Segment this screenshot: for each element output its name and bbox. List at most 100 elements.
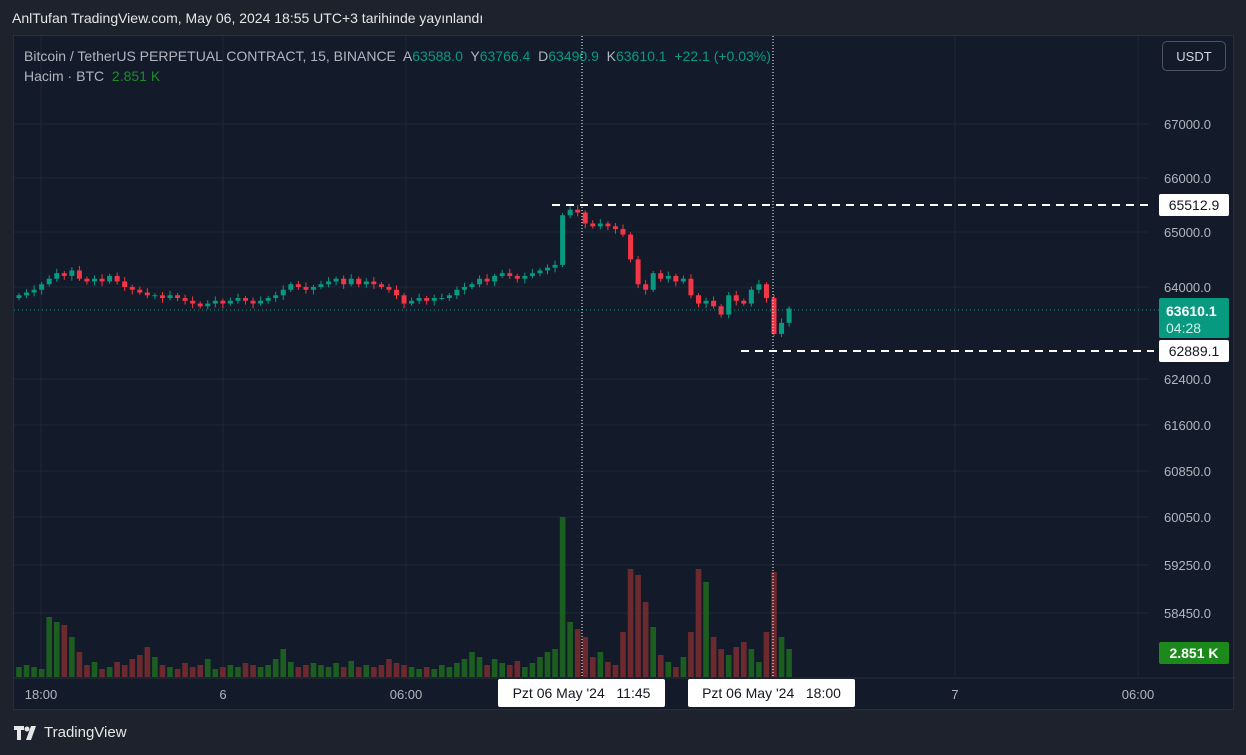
candle-body (61, 273, 67, 276)
candle-body (461, 287, 467, 290)
footer-brand: TradingView (44, 724, 127, 741)
time-tick-label: 18:00 (25, 687, 58, 702)
candle-body (575, 209, 581, 213)
candle-body (499, 273, 505, 276)
candle-body (718, 306, 724, 315)
volume-bar (23, 665, 30, 677)
candle-body (295, 284, 301, 287)
volume-bar (710, 637, 717, 677)
volume-bar (393, 663, 400, 677)
candle-body (431, 298, 437, 301)
candle-body (205, 303, 211, 307)
price-tick-label: 58450.0 (1164, 606, 1211, 621)
candle-body (137, 289, 143, 293)
volume-bar (189, 667, 196, 677)
volume-bar (552, 649, 558, 677)
candle-body (250, 300, 256, 304)
volume-bar (522, 667, 528, 677)
time-tick-label: 06:00 (1122, 687, 1155, 702)
volume-bar (333, 663, 339, 677)
volume-bar (454, 663, 460, 677)
last-volume-label: 2.851 K (1159, 642, 1229, 664)
candle-body (310, 287, 316, 290)
candle-body (522, 275, 528, 279)
candle-body (673, 275, 679, 282)
volume-bar (371, 667, 377, 677)
candle-body (76, 270, 82, 279)
volume-bar (597, 652, 604, 677)
volume-bar (16, 667, 22, 677)
price-tick-label: 64000.0 (1164, 280, 1211, 295)
candle-body (39, 284, 45, 290)
candle-body (771, 298, 777, 334)
volume-bar (673, 667, 679, 677)
candle-body (756, 284, 762, 290)
price-tick-label: 66000.0 (1164, 171, 1211, 186)
volume-bar (257, 667, 264, 677)
candle-body (620, 229, 626, 235)
last-price-label: 63610.104:28 (1159, 298, 1229, 338)
volume-bar (182, 663, 188, 677)
volume-bar (469, 652, 475, 677)
low-label: D (538, 48, 549, 64)
price-tick-label: 65000.0 (1164, 225, 1211, 240)
volume-bar (137, 655, 143, 677)
candle-body (175, 295, 181, 299)
volume-bar (439, 665, 445, 677)
volume-bar (303, 665, 309, 677)
volume-bar (499, 663, 505, 677)
candle-body (658, 273, 664, 279)
volume-bar (703, 582, 709, 677)
close-label: K (606, 48, 616, 64)
volume-bar (446, 667, 453, 677)
candle-body (763, 284, 769, 299)
candle-body (280, 289, 286, 296)
volume-bar (84, 665, 90, 677)
volume-bar (38, 669, 45, 677)
candle-body (696, 295, 701, 304)
volume-bar (605, 662, 611, 677)
chart-panel[interactable]: 67000.0 66000.0 65000.0 64000.0 62400.0 61600… (13, 35, 1235, 711)
volume-bar (748, 649, 755, 677)
volume-bar (514, 661, 521, 677)
candle-body (92, 278, 97, 282)
volume-bar (771, 572, 777, 677)
currency-button[interactable]: USDT (1162, 41, 1226, 71)
volume-bar (310, 663, 317, 677)
candle-body (612, 226, 618, 230)
candle-body (484, 278, 490, 282)
candle-body (582, 212, 588, 224)
volume-bar (574, 629, 581, 677)
candle-body (416, 298, 422, 301)
candle-body (122, 281, 128, 287)
candle-body (235, 298, 241, 301)
open-value: 63588.0 (412, 48, 463, 64)
volume-label[interactable]: Hacim · BTC (24, 68, 105, 84)
candle-body (545, 267, 550, 271)
last-volume-label-text: 2.851 K (1169, 645, 1218, 661)
volume-bar (363, 665, 370, 677)
candle-body (69, 270, 75, 276)
tradingview-logo[interactable]: TradingView (14, 724, 127, 741)
volume-bar (280, 649, 287, 677)
candle-body (159, 295, 165, 299)
candle-body (265, 298, 271, 301)
volume-bar (567, 622, 573, 677)
candle-body (24, 292, 30, 296)
volume-bar (688, 632, 694, 677)
candle-body (273, 295, 279, 299)
candle-body (628, 234, 634, 260)
high-price-label: 65512.9 (1159, 194, 1229, 216)
candlestick-chart[interactable]: 67000.0 66000.0 65000.0 64000.0 62400.0 61600… (14, 36, 1235, 711)
volume-bar (167, 667, 173, 677)
volume-bar (272, 659, 279, 677)
volume-bar (76, 652, 83, 677)
high-label: Y (470, 48, 480, 64)
symbol-name[interactable]: Bitcoin / TetherUS PERPETUAL CONTRACT, 1… (24, 48, 396, 64)
candle-body (114, 275, 120, 282)
time-tick-label: 7 (951, 687, 958, 702)
volume-bar (657, 655, 664, 677)
volume-bar (544, 652, 551, 677)
candle-body (46, 278, 52, 285)
candle-body (439, 298, 445, 300)
